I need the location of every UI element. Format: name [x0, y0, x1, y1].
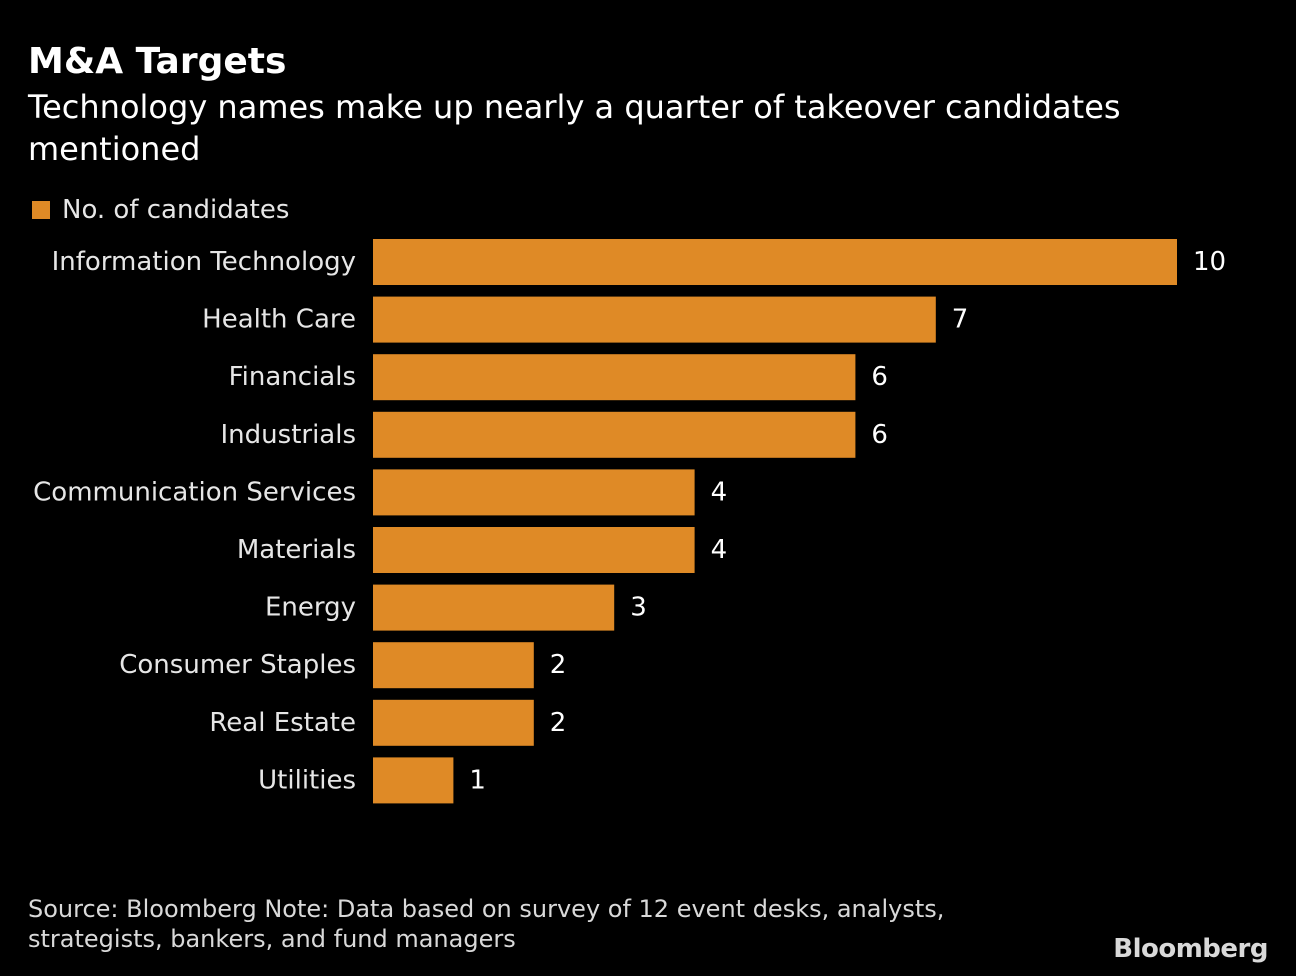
legend-swatch: [32, 201, 50, 219]
category-label: Health Care: [202, 305, 356, 335]
bar: [373, 411, 856, 458]
bar: [373, 584, 615, 631]
data-label: 7: [952, 305, 969, 335]
category-label: Financials: [229, 362, 356, 392]
chart-title: M&A Targets: [28, 41, 287, 82]
bar: [373, 699, 534, 746]
bar: [373, 354, 856, 401]
source-note: Source: Bloomberg Note: Data based on su…: [28, 895, 945, 953]
category-label: Real Estate: [209, 708, 356, 738]
bar: [373, 527, 695, 573]
data-label: 10: [1193, 247, 1226, 277]
category-label: Industrials: [221, 420, 356, 450]
bar: [373, 757, 454, 804]
category-label: Utilities: [258, 765, 356, 795]
data-label: 3: [630, 593, 647, 623]
bar: [373, 642, 534, 689]
chart-subtitle: Technology names make up nearly a quarte…: [28, 88, 1121, 168]
category-label: Communication Services: [33, 477, 356, 507]
data-label: 4: [711, 477, 728, 507]
bar-chart: Information Technology 10 Health Care 7 Fina…: [33, 239, 1226, 804]
category-label: Energy: [265, 593, 356, 623]
legend: No. of candidates: [32, 194, 289, 226]
data-label: 6: [871, 362, 888, 392]
category-label: Information Technology: [52, 247, 356, 277]
data-label: 2: [550, 650, 567, 680]
data-label: 6: [871, 420, 888, 450]
data-label: 2: [550, 708, 567, 738]
category-label: Consumer Staples: [119, 650, 356, 680]
bar: [373, 469, 695, 516]
data-label: 1: [469, 765, 486, 795]
bloomberg-logo: Bloomberg: [1113, 934, 1268, 964]
legend-label: No. of candidates: [62, 195, 290, 225]
bar: [373, 239, 1177, 285]
category-label: Materials: [237, 535, 356, 565]
bar: [373, 296, 936, 343]
data-label: 4: [711, 535, 728, 565]
